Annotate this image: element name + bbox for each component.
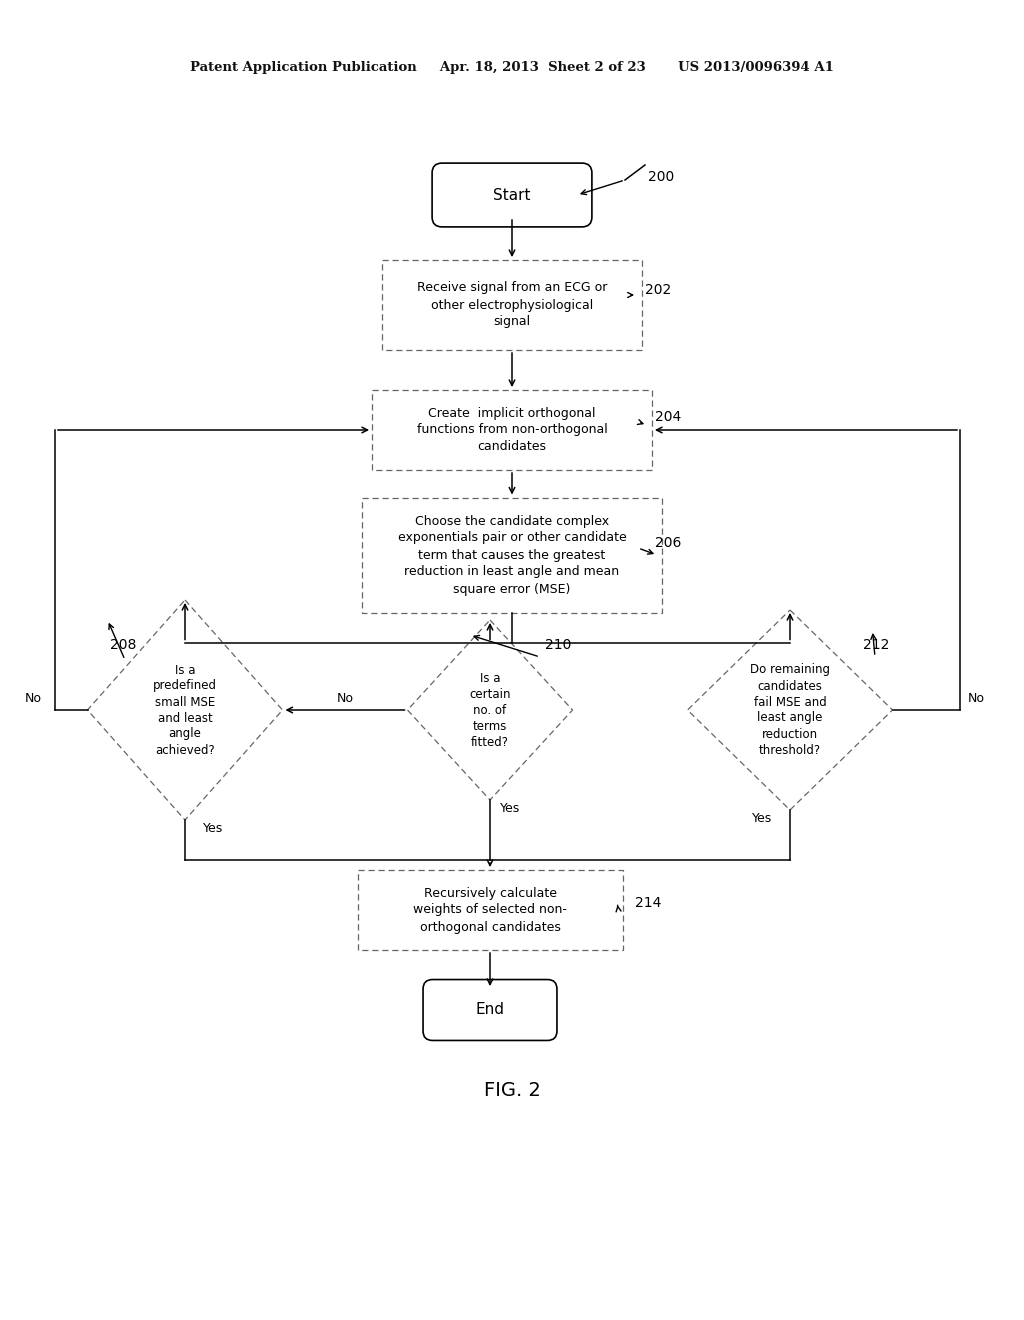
- FancyBboxPatch shape: [372, 389, 652, 470]
- Text: Choose the candidate complex
exponentials pair or other candidate
term that caus: Choose the candidate complex exponential…: [397, 515, 627, 595]
- Text: No: No: [337, 692, 353, 705]
- Text: 204: 204: [655, 411, 681, 424]
- Text: Receive signal from an ECG or
other electrophysiological
signal: Receive signal from an ECG or other elec…: [417, 281, 607, 329]
- Polygon shape: [87, 601, 283, 820]
- Text: Create  implicit orthogonal
functions from non-orthogonal
candidates: Create implicit orthogonal functions fro…: [417, 407, 607, 454]
- Text: End: End: [475, 1002, 505, 1018]
- Text: Is a
predefined
small MSE
and least
angle
achieved?: Is a predefined small MSE and least angl…: [153, 664, 217, 756]
- Text: Yes: Yes: [752, 812, 772, 825]
- Text: Do remaining
candidates
fail MSE and
least angle
reduction
threshold?: Do remaining candidates fail MSE and lea…: [750, 664, 830, 756]
- Text: 214: 214: [635, 896, 662, 909]
- FancyBboxPatch shape: [362, 498, 662, 612]
- Text: 208: 208: [110, 638, 136, 652]
- Text: Start: Start: [494, 187, 530, 202]
- Polygon shape: [687, 610, 893, 810]
- FancyBboxPatch shape: [432, 164, 592, 227]
- Text: Is a
certain
no. of
terms
fitted?: Is a certain no. of terms fitted?: [469, 672, 511, 748]
- Text: 210: 210: [545, 638, 571, 652]
- FancyBboxPatch shape: [357, 870, 623, 950]
- Text: Recursively calculate
weights of selected non-
orthogonal candidates: Recursively calculate weights of selecte…: [413, 887, 567, 933]
- Text: No: No: [968, 692, 985, 705]
- Text: 202: 202: [645, 282, 672, 297]
- FancyBboxPatch shape: [423, 979, 557, 1040]
- Polygon shape: [408, 620, 572, 800]
- Text: 212: 212: [863, 638, 890, 652]
- Text: Patent Application Publication     Apr. 18, 2013  Sheet 2 of 23       US 2013/00: Patent Application Publication Apr. 18, …: [190, 62, 834, 74]
- Text: No: No: [25, 692, 42, 705]
- Text: Yes: Yes: [203, 821, 223, 834]
- Text: 206: 206: [655, 536, 681, 550]
- FancyBboxPatch shape: [382, 260, 642, 350]
- Text: 200: 200: [648, 170, 674, 183]
- Text: FIG. 2: FIG. 2: [483, 1081, 541, 1100]
- Text: Yes: Yes: [500, 801, 520, 814]
